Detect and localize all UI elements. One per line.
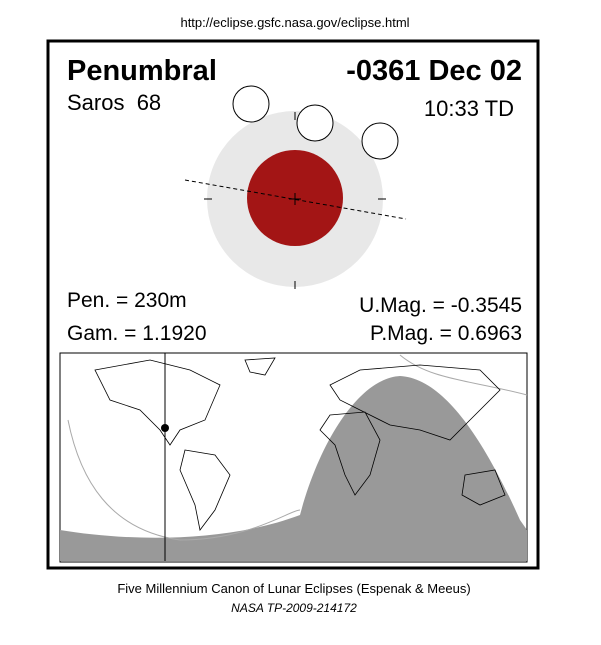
axis-ticks	[204, 112, 386, 289]
eclipse-type: Penumbral	[67, 55, 217, 87]
gamma: Gam. = 1.1920	[67, 322, 207, 345]
saros: Saros 68	[67, 90, 161, 115]
sub-lunar-point	[161, 424, 169, 432]
moon-end	[361, 122, 399, 160]
penumbral-magnitude: P.Mag. = 0.6963	[370, 322, 522, 345]
world-map	[59, 352, 528, 563]
shadow-diagram	[184, 85, 407, 289]
moon-start	[232, 85, 270, 123]
visibility-zone	[60, 376, 527, 561]
penumbra-limits	[67, 354, 528, 541]
continents	[94, 357, 506, 531]
time: 10:33 TD	[424, 96, 514, 121]
report-number: NASA TP-2009-214172	[231, 601, 357, 615]
canon-title: Five Millennium Canon of Lunar Eclipses …	[117, 581, 470, 596]
moon-max	[296, 104, 334, 142]
penumbral-duration: Pen. = 230m	[67, 289, 187, 312]
source-url: http://eclipse.gsfc.nasa.gov/eclipse.htm…	[180, 15, 409, 30]
umbral-magnitude: U.Mag. = -0.3545	[359, 294, 522, 317]
eclipse-date: -0361 Dec 02	[346, 55, 522, 87]
